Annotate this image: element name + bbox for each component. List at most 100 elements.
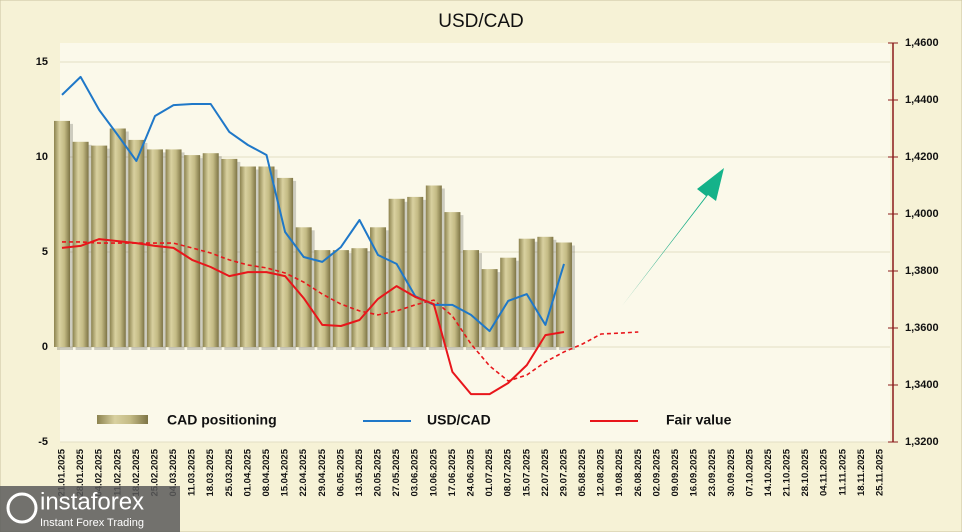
x-tick-label: 23.09.2025 xyxy=(707,448,718,496)
x-tick-label: 29.04.2025 xyxy=(317,448,328,496)
y-tick-label: 10 xyxy=(36,151,48,163)
y-tick-label: 5 xyxy=(42,246,48,258)
bar xyxy=(314,250,331,347)
x-tick-label: 22.07.2025 xyxy=(540,448,551,496)
bar xyxy=(184,155,201,347)
bar xyxy=(202,153,219,347)
x-tick-label: 04.11.2025 xyxy=(819,448,830,496)
x-tick-label: 18.03.2025 xyxy=(205,448,216,496)
x-tick-label: 28.10.2025 xyxy=(800,448,811,496)
x-tick-label: 15.07.2025 xyxy=(521,448,532,496)
y-tick-label: 0 xyxy=(42,341,48,353)
legend-label: Fair value xyxy=(666,412,732,428)
bar xyxy=(295,227,312,347)
x-tick-label: 01.07.2025 xyxy=(484,448,495,496)
logo: instaforex Instant Forex Trading xyxy=(0,486,180,532)
x-tick-label: 10.06.2025 xyxy=(428,448,439,496)
x-tick-label: 28.01.2025 xyxy=(75,448,86,496)
bar xyxy=(332,250,349,347)
dashed-line xyxy=(62,241,639,382)
x-tick-label: 18.02.2025 xyxy=(131,448,142,496)
bar xyxy=(537,236,554,347)
bar xyxy=(407,196,424,347)
bar xyxy=(146,149,163,347)
x-tick-label: 18.11.2025 xyxy=(856,448,867,496)
logo-box xyxy=(0,486,180,532)
x-tick-label: 29.07.2025 xyxy=(558,448,569,496)
bar xyxy=(518,238,535,347)
bar xyxy=(109,128,126,347)
legend-label: USD/CAD xyxy=(427,412,491,428)
logo-tagline: Instant Forex Trading xyxy=(40,517,144,529)
x-tick-label: 27.05.2025 xyxy=(391,448,402,496)
bar xyxy=(239,166,256,347)
bar xyxy=(351,248,368,347)
x-tick-label: 21.10.2025 xyxy=(782,448,793,496)
x-tick-label: 07.10.2025 xyxy=(744,448,755,496)
line xyxy=(61,238,565,396)
x-tick-label: 14.10.2025 xyxy=(763,448,774,496)
axes: -5 0 5 10 15 1,3200 1,3400 1,3600 1,3800 1,4000 1,… xyxy=(36,37,939,497)
y2-tick-label: 1,3800 xyxy=(905,265,939,277)
x-tick-label: 04.02.2025 xyxy=(94,448,105,496)
bar xyxy=(221,158,238,347)
x-tick-label: 15.04.2025 xyxy=(280,448,291,496)
chart-title: USD/CAD xyxy=(438,11,524,32)
bar xyxy=(258,166,275,347)
legend-swatch xyxy=(97,415,148,424)
x-tick-label: 25.11.2025 xyxy=(875,448,886,496)
x-tick-label: 16.09.2025 xyxy=(689,448,700,496)
x-tick-label: 11.02.2025 xyxy=(112,448,123,496)
x-tick-label: 02.09.2025 xyxy=(651,448,662,496)
x-tick-label: 17.06.2025 xyxy=(447,448,458,496)
x-tick-label: 08.04.2025 xyxy=(261,448,272,496)
bar xyxy=(277,177,294,347)
y2-tick-label: 1,4200 xyxy=(905,151,939,163)
x-tick-label: 22.04.2025 xyxy=(298,448,309,496)
legend-label: CAD positioning xyxy=(167,412,277,428)
y2-tick-label: 1,4600 xyxy=(905,37,939,49)
line xyxy=(61,75,565,333)
bar xyxy=(481,269,498,347)
bars xyxy=(54,120,575,351)
x-tick-label: 26.08.2025 xyxy=(633,448,644,496)
bar xyxy=(425,185,442,347)
x-tick-label: 30.09.2025 xyxy=(726,448,737,496)
y-tick-label: -5 xyxy=(38,436,48,448)
y2-tick-label: 1,3600 xyxy=(905,322,939,334)
y2-tick-label: 1,3200 xyxy=(905,436,939,448)
bar xyxy=(444,212,461,347)
x-tick-label: 12.08.2025 xyxy=(596,448,607,496)
y2-tick-label: 1,4000 xyxy=(905,208,939,220)
x-tick-label: 20.05.2025 xyxy=(373,448,384,496)
y2-tick-label: 1,3400 xyxy=(905,379,939,391)
bar xyxy=(54,120,70,348)
bar xyxy=(463,250,479,347)
bar xyxy=(91,145,108,347)
y2-tick-label: 1,4400 xyxy=(905,94,939,106)
bar xyxy=(555,242,572,347)
x-tick-label: 25.02.2025 xyxy=(149,448,160,496)
x-tick-label: 08.07.2025 xyxy=(503,448,514,496)
x-tick-label: 05.08.2025 xyxy=(577,448,588,496)
logo-icon xyxy=(6,492,38,524)
lines xyxy=(61,75,639,396)
x-tick-label: 11.03.2025 xyxy=(187,448,198,496)
x-tick-label: 11.11.2025 xyxy=(837,448,848,495)
y-tick-label: 15 xyxy=(36,56,48,68)
bar xyxy=(72,141,89,347)
x-tick-label: 13.05.2025 xyxy=(354,448,365,496)
x-tick-label: 04.03.2025 xyxy=(168,448,179,496)
x-tick-label: 09.09.2025 xyxy=(670,448,681,496)
x-tick-label: 21.01.2025 xyxy=(57,448,68,496)
x-tick-label: 06.05.2025 xyxy=(335,448,346,496)
x-tick-label: 03.06.2025 xyxy=(410,448,421,496)
legend: CAD positioning USD/CAD Fair value xyxy=(97,412,732,428)
x-tick-label: 24.06.2025 xyxy=(466,448,477,496)
x-tick-label: 25.03.2025 xyxy=(224,448,235,496)
x-tick-label: 19.08.2025 xyxy=(614,448,625,496)
trend-arrow xyxy=(622,168,724,306)
x-tick-label: 01.04.2025 xyxy=(242,448,253,496)
